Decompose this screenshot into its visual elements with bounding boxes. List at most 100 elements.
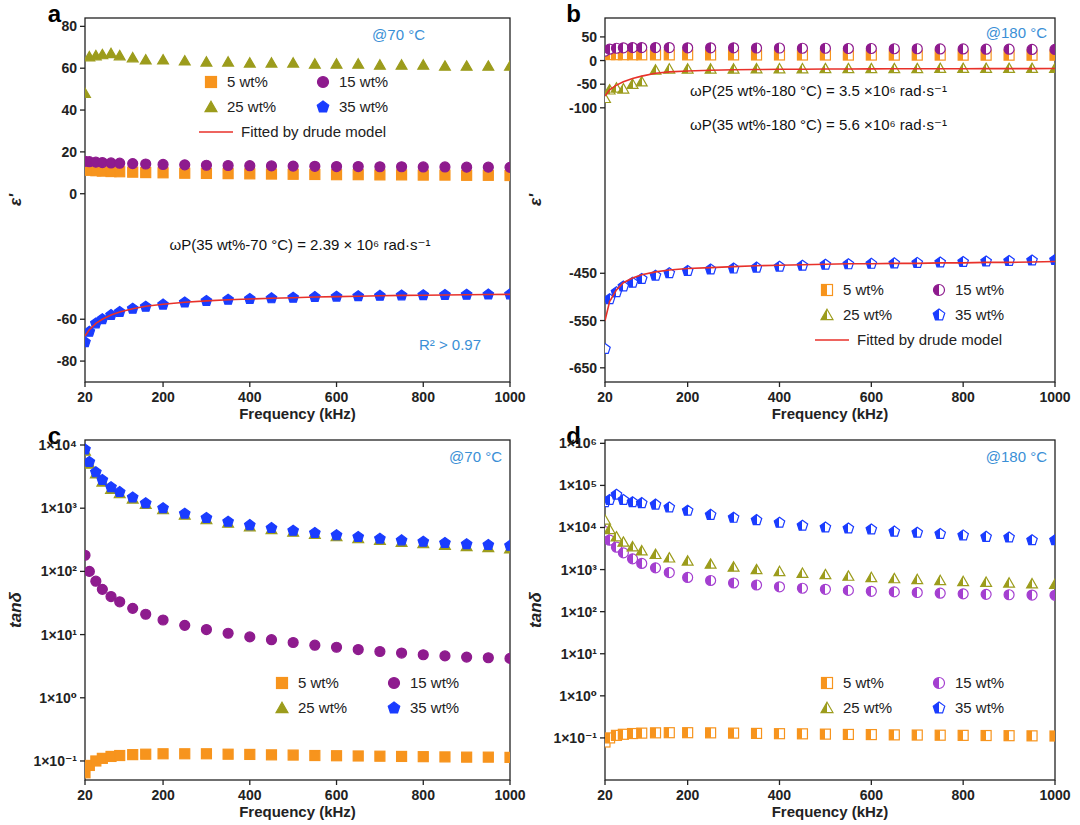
data-point <box>981 44 991 54</box>
data-point <box>912 730 922 740</box>
y-tick <box>600 36 605 37</box>
annotation: R² > 0.97 <box>419 336 481 353</box>
data-point <box>751 262 761 272</box>
data-point <box>682 505 692 515</box>
x-tick <box>963 382 964 387</box>
data-point <box>127 53 138 62</box>
data-point <box>706 576 716 586</box>
x-tick <box>779 382 780 387</box>
data-point <box>461 539 471 549</box>
data-point <box>1004 590 1014 600</box>
data-point <box>201 512 211 522</box>
y-tick-label: 1×10⁴ <box>559 519 598 535</box>
data-point <box>141 609 151 619</box>
legend-label: 25 wt% <box>227 98 276 115</box>
data-point <box>637 728 647 738</box>
plot-area <box>85 444 510 778</box>
data-point <box>375 646 385 656</box>
data-point <box>774 729 784 739</box>
legend-marker <box>934 285 945 296</box>
data-point <box>396 60 407 69</box>
data-point <box>245 520 255 530</box>
x-tick <box>423 780 424 785</box>
x-tick-label: 200 <box>676 787 700 803</box>
y-tick <box>80 319 85 320</box>
plot-area <box>85 48 510 346</box>
data-point <box>651 43 661 53</box>
y-tick <box>600 367 605 368</box>
data-point <box>266 161 276 171</box>
panel: b202004006008001000-650-550-450-100-5005… <box>526 0 1071 422</box>
data-point <box>85 550 90 560</box>
data-point <box>981 589 991 599</box>
data-point <box>397 751 407 761</box>
annotation: ωP(35 wt%-180 °C) = 5.6 ×10⁶ rad·s⁻¹ <box>690 116 947 133</box>
data-point <box>353 162 363 172</box>
data-point <box>820 729 830 739</box>
data-point <box>705 264 715 274</box>
legend-label: 35 wt% <box>955 699 1004 716</box>
data-point <box>375 751 385 761</box>
data-point <box>935 588 945 598</box>
plot-area <box>605 43 1055 354</box>
data-point <box>866 524 876 534</box>
y-axis-label: tanδ <box>526 591 545 628</box>
data-point <box>353 751 363 761</box>
x-tick-label: 20 <box>597 787 613 803</box>
data-point <box>418 752 428 762</box>
data-point <box>115 158 125 168</box>
data-point <box>729 728 739 738</box>
data-point <box>483 653 493 663</box>
y-tick <box>80 571 85 572</box>
data-point <box>637 558 647 568</box>
data-point <box>752 43 762 53</box>
data-point <box>223 749 233 759</box>
data-point <box>618 548 628 558</box>
legend-marker <box>389 678 400 689</box>
data-point <box>866 586 876 596</box>
data-point <box>889 587 899 597</box>
data-point <box>288 525 298 535</box>
data-point <box>683 572 693 582</box>
data-point <box>664 502 674 512</box>
data-point <box>958 530 968 540</box>
data-point <box>505 540 510 550</box>
data-point <box>912 588 922 598</box>
data-point <box>1027 579 1038 588</box>
data-point <box>774 43 784 53</box>
data-point <box>353 532 363 542</box>
y-tick-label: 50 <box>581 29 597 45</box>
y-tick <box>80 634 85 635</box>
panel-label: b <box>566 0 581 27</box>
data-point <box>266 750 276 760</box>
data-point <box>223 516 233 526</box>
legend-label: 15 wt% <box>410 674 459 691</box>
y-axis-label: tanδ <box>6 591 25 628</box>
y-axis-label: ε' <box>6 193 25 206</box>
x-tick-label: 200 <box>151 389 175 405</box>
x-tick <box>871 780 872 785</box>
data-point <box>637 43 647 53</box>
data-point <box>85 444 90 454</box>
y-tick <box>80 151 85 152</box>
data-point <box>397 162 407 172</box>
y-tick <box>600 107 605 108</box>
figure: a202004006008001000-80-60020406080Freque… <box>0 0 1080 825</box>
legend: 5 wt%15 wt%25 wt%35 wt%Fitted by drude m… <box>199 73 388 140</box>
data-point <box>797 64 808 73</box>
data-point <box>636 77 647 86</box>
y-tick-label: 20 <box>61 144 77 160</box>
data-point <box>820 522 830 532</box>
x-axis-label: Frequency (kHz) <box>772 803 889 820</box>
x-tick <box>249 382 250 387</box>
data-point <box>751 564 762 573</box>
y-tick-label: 1×10⁴ <box>39 437 78 453</box>
y-tick <box>80 760 85 761</box>
data-point <box>1050 44 1055 54</box>
y-tick <box>600 443 605 444</box>
data-point <box>483 752 493 762</box>
panel: c2020040060080010001×10⁻¹1×10⁰1×10¹1×10²… <box>6 422 526 820</box>
data-point <box>288 161 298 171</box>
data-point <box>127 492 137 502</box>
legend-label: 25 wt% <box>298 699 347 716</box>
